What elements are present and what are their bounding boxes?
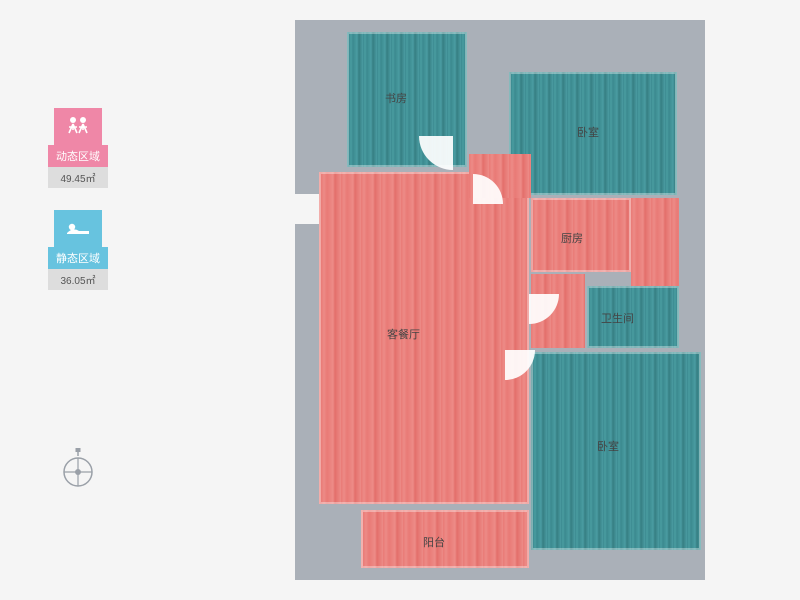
resting-svg xyxy=(63,219,93,239)
legend-dynamic-value: 49.45㎡ xyxy=(48,167,108,188)
room-balcony xyxy=(361,510,529,568)
room-label-bedroom1: 卧室 xyxy=(577,124,599,140)
floorplan: 书房卧室客餐厅厨房卫生间卧室阳台 xyxy=(295,20,705,580)
room-label-bath: 卫生间 xyxy=(601,310,634,326)
room-label-bedroom2: 卧室 xyxy=(597,438,619,454)
legend-panel: 动态区域 49.45㎡ 静态区域 36.05㎡ xyxy=(48,108,108,312)
legend-static-value: 36.05㎡ xyxy=(48,269,108,290)
compass-icon xyxy=(60,448,96,497)
room-label-kitchen: 厨房 xyxy=(561,230,583,246)
room-label-living: 客餐厅 xyxy=(387,326,420,342)
wall-gap-0 xyxy=(293,194,319,224)
resting-icon xyxy=(54,210,102,248)
room-label-balcony: 阳台 xyxy=(423,534,445,550)
legend-static: 静态区域 36.05㎡ xyxy=(48,210,108,290)
active-people-svg xyxy=(63,115,93,139)
room-bath_corr xyxy=(631,198,679,286)
room-label-study: 书房 xyxy=(385,90,407,106)
room-living xyxy=(319,172,529,504)
active-people-icon xyxy=(54,108,102,146)
legend-static-label: 静态区域 xyxy=(48,247,108,269)
legend-dynamic-label: 动态区域 xyxy=(48,145,108,167)
legend-dynamic: 动态区域 49.45㎡ xyxy=(48,108,108,188)
